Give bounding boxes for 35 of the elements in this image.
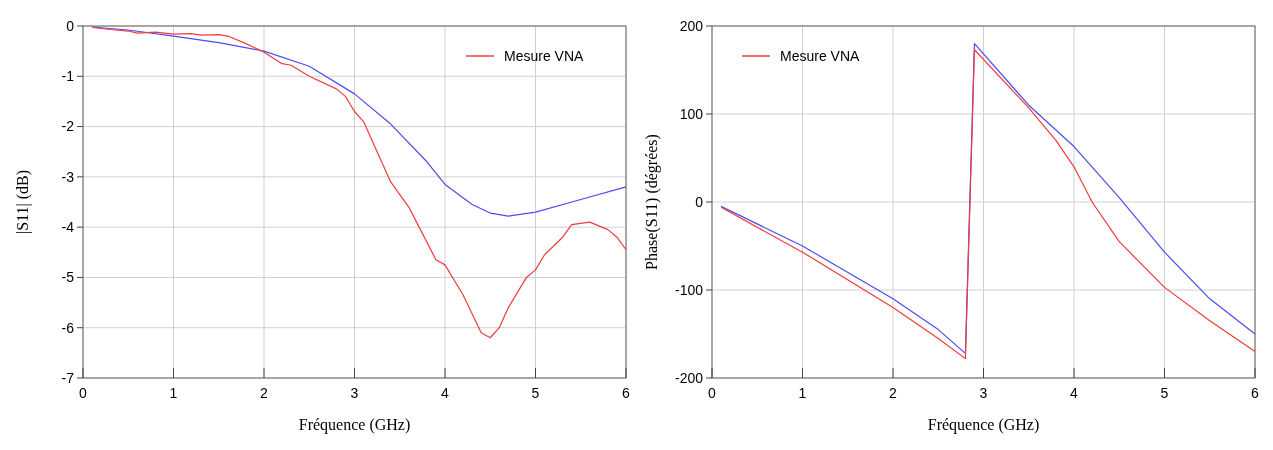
x-tick-label: 3 <box>350 385 359 401</box>
y-axis-title: |S11| (dB) <box>14 169 32 235</box>
y-tick-label: -100 <box>674 281 703 298</box>
legend-label: Mesure VNA <box>504 47 585 64</box>
y-axis-title: Phase(S11) (dégrées) <box>642 134 661 270</box>
y-tick-label: -1 <box>61 68 75 85</box>
y-tick-label: -4 <box>61 219 75 236</box>
x-tick-label: 4 <box>1069 385 1078 401</box>
y-tick-label: 200 <box>679 17 703 34</box>
legend-label: Mesure VNA <box>779 47 860 64</box>
x-tick-label: 5 <box>531 385 540 401</box>
line-series <box>91 26 627 339</box>
x-tick-label: 2 <box>260 385 269 401</box>
y-tick-label: 0 <box>694 193 703 210</box>
y-tick-label: -6 <box>61 319 75 336</box>
x-tick-label: 3 <box>979 385 988 401</box>
x-tick-label: 6 <box>622 385 631 401</box>
x-tick-label: 5 <box>1160 385 1169 401</box>
y-tick-label: -2 <box>61 118 75 135</box>
x-tick-label: 4 <box>441 385 450 401</box>
y-tick-label: -7 <box>61 369 75 386</box>
y-tick-label: 100 <box>679 105 703 122</box>
y-tick-label: -200 <box>674 369 703 386</box>
x-tick-label: 1 <box>798 385 807 401</box>
y-tick-label: -5 <box>61 269 75 286</box>
x-tick-label: 2 <box>888 385 897 401</box>
x-tick-label: 0 <box>707 385 716 401</box>
x-axis-title: Fréquence (GHz) <box>298 416 411 434</box>
y-tick-label: 0 <box>66 17 75 34</box>
line-series <box>91 26 627 217</box>
x-tick-label: 0 <box>79 385 88 401</box>
x-tick-label: 6 <box>1250 385 1259 401</box>
x-tick-label: 1 <box>169 385 178 401</box>
x-axis-title: Fréquence (GHz) <box>927 416 1039 434</box>
y-tick-label: -3 <box>61 168 75 185</box>
